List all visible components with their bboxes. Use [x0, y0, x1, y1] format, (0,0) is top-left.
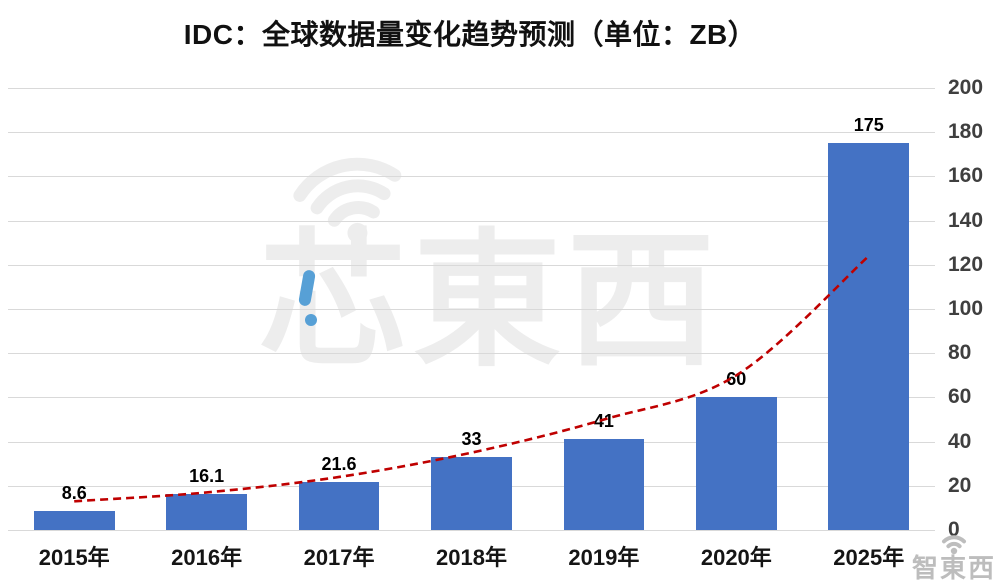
gridline — [8, 530, 935, 531]
y-tick-label: 120 — [948, 252, 984, 276]
y-tick-label: 140 — [948, 208, 984, 232]
bar — [166, 494, 248, 530]
gridline — [8, 176, 935, 178]
x-tick-label: 2017年 — [303, 545, 375, 570]
x-axis: 2015年 2016年 2017年 2018年 2019年 2020年 2025年 — [8, 540, 935, 572]
gridline — [8, 353, 935, 355]
bar-cell: 33 — [405, 88, 537, 530]
trendline — [74, 254, 870, 503]
bar — [563, 439, 645, 530]
x-tick-label: 2018年 — [436, 545, 507, 570]
bar-cell: 175 — [803, 88, 935, 530]
bar-cell: 41 — [538, 88, 670, 530]
bar — [298, 482, 380, 530]
plot-area: 8.6 16.1 21.6 33 41 60 175 — [8, 88, 935, 531]
bar-cell: 21.6 — [273, 88, 405, 530]
y-tick-label: 40 — [948, 429, 972, 453]
gridline — [8, 397, 935, 399]
x-tick-label: 2019年 — [568, 545, 640, 570]
gridline — [8, 220, 935, 222]
y-tick-label: 60 — [948, 385, 972, 409]
bar — [431, 457, 512, 530]
bar — [828, 143, 910, 530]
bar-value-label: 8.6 — [61, 483, 87, 503]
gridline — [8, 309, 935, 310]
bar-cell: 8.6 — [8, 88, 140, 530]
bar-value-label: 16.1 — [189, 466, 225, 487]
bar-cell: 60 — [670, 88, 802, 530]
gridline — [8, 441, 935, 443]
trendline-path — [74, 254, 870, 503]
y-tick-label: 180 — [948, 120, 984, 144]
y-axis: 0 20 40 60 80 100 120 140 160 180 200 — [948, 76, 1000, 541]
x-tick-label: 2015年 — [38, 545, 110, 570]
bar — [695, 397, 777, 530]
y-tick-label: 160 — [948, 164, 984, 188]
bar-value-label: 21.6 — [321, 454, 357, 475]
y-tick-label: 80 — [948, 341, 972, 365]
y-tick-label: 0 — [948, 518, 960, 541]
gridline — [8, 132, 935, 134]
bar-value-label: 60 — [726, 369, 747, 390]
chart-title: IDC：全球数据量变化趋势预测（单位：ZB） — [183, 19, 757, 50]
y-tick-label: 200 — [948, 76, 984, 99]
x-tick-label: 2025年 — [833, 545, 905, 570]
bars: 8.6 16.1 21.6 33 41 60 175 — [8, 88, 935, 530]
bar-value-label: 175 — [853, 115, 884, 136]
y-tick-label: 20 — [948, 473, 972, 497]
bar — [33, 511, 115, 530]
bar-value-label: 33 — [461, 429, 482, 450]
y-tick-label: 100 — [948, 297, 984, 320]
x-tick-label: 2020年 — [700, 545, 772, 570]
bar-cell: 16.1 — [140, 88, 272, 530]
x-tick-label: 2016年 — [171, 545, 243, 570]
bar-value-label: 41 — [593, 411, 614, 432]
gridline — [8, 88, 935, 89]
gridline — [8, 264, 935, 266]
